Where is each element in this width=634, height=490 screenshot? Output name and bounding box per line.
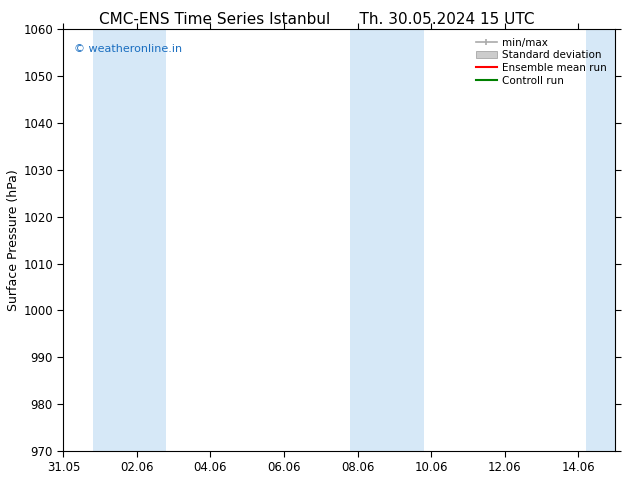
Legend: min/max, Standard deviation, Ensemble mean run, Controll run: min/max, Standard deviation, Ensemble me…	[473, 35, 610, 89]
Text: CMC-ENS Time Series Istanbul      Th. 30.05.2024 15 UTC: CMC-ENS Time Series Istanbul Th. 30.05.2…	[100, 12, 534, 27]
Bar	[350, 29, 424, 451]
Y-axis label: Surface Pressure (hPa): Surface Pressure (hPa)	[8, 169, 20, 311]
Text: © weatheronline.in: © weatheronline.in	[74, 44, 183, 54]
Bar	[586, 29, 615, 451]
Bar	[93, 29, 166, 451]
